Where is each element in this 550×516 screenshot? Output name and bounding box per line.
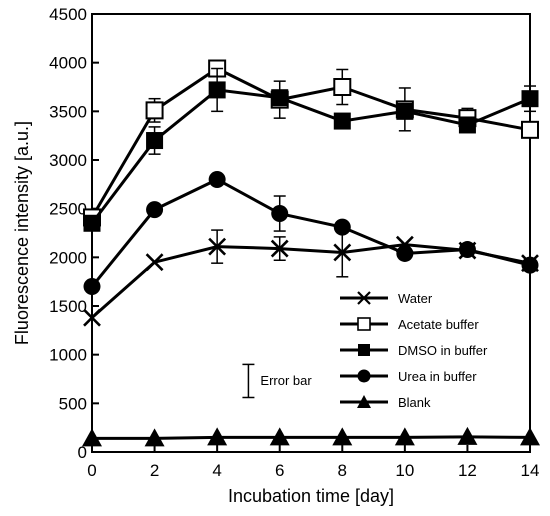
y-tick-label: 4000 xyxy=(49,54,87,73)
legend-marker xyxy=(357,317,371,331)
x-tick-label: 8 xyxy=(338,461,347,480)
legend-marker xyxy=(357,369,371,383)
series-dmso-in-buffer xyxy=(83,67,539,232)
data-point xyxy=(458,241,476,259)
series-urea-in-buffer xyxy=(83,170,539,296)
marker-stroke xyxy=(357,291,371,305)
plot-area xyxy=(82,59,540,447)
series-line xyxy=(90,88,531,225)
y-tick-label: 1000 xyxy=(49,346,87,365)
data-point xyxy=(333,112,351,130)
data-point xyxy=(333,78,352,96)
series-line xyxy=(90,66,531,219)
series-line xyxy=(90,177,531,288)
legend-item-blank: Blank xyxy=(340,395,431,410)
y-axis-title: Fluorescence intensity [a.u.] xyxy=(12,121,32,345)
legend-label: Acetate buffer xyxy=(398,317,479,332)
data-point xyxy=(82,428,102,447)
legend-label: Blank xyxy=(398,395,431,410)
data-point xyxy=(394,427,415,446)
y-tick-label: 2000 xyxy=(49,248,87,267)
data-point xyxy=(396,244,414,262)
legend-item-urea-in-buffer: Urea in buffer xyxy=(340,369,477,384)
annotation-label: Error bar xyxy=(260,373,312,388)
y-tick-label: 500 xyxy=(59,394,87,413)
x-axis-title: Incubation time [day] xyxy=(228,486,394,506)
legend: Water Acetate buffer DMSO in buffer Urea in… xyxy=(340,291,488,410)
legend-marker xyxy=(358,344,370,356)
y-tick-label: 4500 xyxy=(49,5,87,24)
y-tick-label: 3500 xyxy=(49,102,87,121)
x-tick-label: 6 xyxy=(275,461,284,480)
x-tick-label: 2 xyxy=(150,461,159,480)
data-point xyxy=(83,308,101,327)
legend-item-dmso-in-buffer: DMSO in buffer xyxy=(340,343,488,358)
data-point xyxy=(271,89,289,107)
data-point xyxy=(333,218,351,236)
data-point xyxy=(145,253,164,272)
data-point xyxy=(270,239,289,258)
error-bar-annotation: Error bar xyxy=(242,363,312,399)
y-tick-label: 0 xyxy=(78,443,87,462)
plot-frame xyxy=(91,13,531,453)
legend-marker xyxy=(357,291,371,305)
y-tick-label: 3000 xyxy=(49,151,87,170)
marker-stroke xyxy=(83,308,101,327)
x-tick-label: 0 xyxy=(87,461,96,480)
y-tick-label: 1500 xyxy=(49,297,87,316)
y-tick-label: 2500 xyxy=(49,200,87,219)
data-point xyxy=(83,214,101,232)
data-point xyxy=(208,81,226,99)
x-axis-ticks: 0 2 4 6 8 10 12 14 xyxy=(87,445,539,480)
data-point xyxy=(521,256,539,274)
data-point xyxy=(207,427,228,446)
data-point xyxy=(332,427,353,446)
x-tick-label: 4 xyxy=(212,461,221,480)
data-point xyxy=(208,170,226,188)
legend-marker xyxy=(357,395,371,408)
data-point xyxy=(457,426,478,445)
x-tick-label: 14 xyxy=(521,461,540,480)
marker-stroke xyxy=(270,239,289,258)
data-point xyxy=(208,237,227,256)
data-point xyxy=(458,116,476,134)
x-tick-label: 10 xyxy=(395,461,414,480)
legend-item-water: Water xyxy=(340,291,433,306)
data-point xyxy=(333,243,352,262)
legend-label: DMSO in buffer xyxy=(398,343,488,358)
marker-stroke xyxy=(208,237,227,256)
series-line xyxy=(92,435,531,440)
data-point xyxy=(146,201,164,219)
legend-label: Urea in buffer xyxy=(398,369,477,384)
legend-item-acetate-buffer: Acetate buffer xyxy=(340,317,479,332)
data-point xyxy=(521,120,539,139)
marker-stroke xyxy=(333,243,352,262)
legend-label: Water xyxy=(398,291,433,306)
data-point xyxy=(146,132,164,150)
x-tick-label: 12 xyxy=(458,461,477,480)
series-blank xyxy=(82,426,540,447)
data-point xyxy=(83,278,101,296)
data-point xyxy=(521,90,539,108)
y-axis-ticks: 0 500 1000 1500 2000 2500 3000 3500 4000 4500 xyxy=(49,5,99,462)
data-point xyxy=(269,427,290,446)
data-point xyxy=(271,205,289,223)
marker-stroke xyxy=(145,253,164,272)
data-point xyxy=(145,101,164,120)
data-point xyxy=(144,428,165,447)
data-point xyxy=(396,102,414,120)
data-point xyxy=(520,427,540,446)
axes xyxy=(91,13,531,453)
